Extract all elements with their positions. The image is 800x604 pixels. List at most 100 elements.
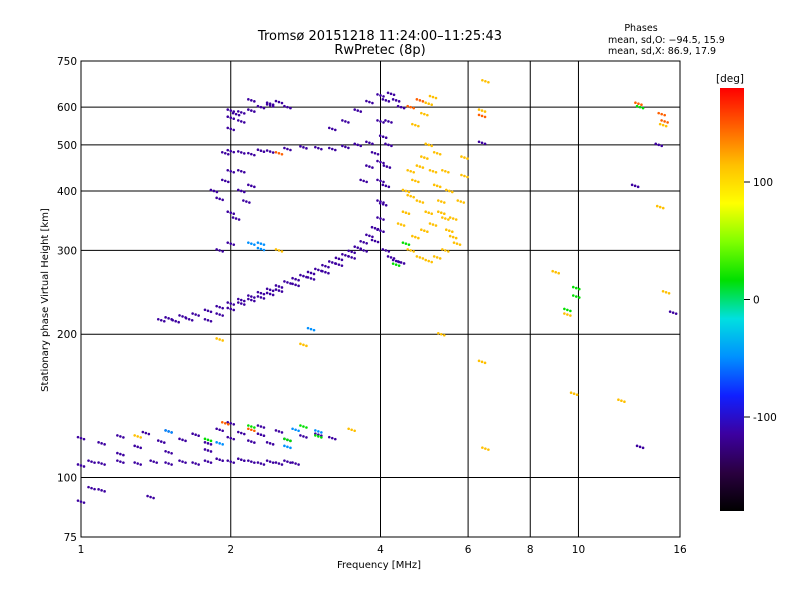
scatter-point [379, 160, 382, 164]
scatter-point [435, 256, 439, 259]
scatter-point [636, 185, 640, 189]
scatter-point [236, 150, 240, 153]
scatter-point [365, 99, 368, 103]
scatter-point [447, 218, 450, 221]
scatter-point [253, 296, 256, 299]
scatter-point [184, 316, 188, 320]
scatter-point [484, 447, 487, 450]
scatter-point [226, 459, 230, 462]
scatter-point [439, 332, 443, 336]
scatter-point [234, 217, 238, 220]
scatter-point [448, 216, 452, 219]
scatter-point [324, 270, 327, 274]
scatter-point [268, 150, 272, 153]
scatter-point [617, 398, 620, 402]
scatter-point [362, 179, 365, 183]
scatter-point [265, 441, 269, 444]
scatter-point [209, 310, 213, 314]
scatter-point [426, 157, 429, 160]
scatter-point [426, 113, 429, 117]
scatter-point [215, 248, 218, 251]
scatter-point [411, 122, 414, 126]
scatter-point [297, 429, 300, 433]
scatter-point [484, 79, 487, 83]
x-tick-label: 16 [673, 544, 687, 556]
scatter-point [353, 429, 356, 433]
scatter-point [432, 183, 436, 187]
scatter-point [337, 263, 341, 266]
scatter-point [664, 290, 668, 294]
scatter-point [265, 149, 269, 152]
scatter-point [221, 443, 224, 446]
scatter-point [373, 226, 377, 230]
colorbar-tick-label: 100 [753, 177, 773, 189]
scatter-point [404, 189, 408, 193]
scatter-point [635, 104, 639, 108]
scatter-point [247, 183, 250, 187]
scatter-point [359, 178, 362, 182]
scatter-point [373, 151, 377, 155]
scatter-point [253, 100, 256, 103]
scatter-point [289, 106, 292, 110]
scatter-point [289, 439, 292, 443]
scatter-point [554, 270, 557, 274]
scatter-point [566, 308, 569, 312]
scatter-point [247, 427, 250, 431]
x-tick-label: 1 [78, 544, 85, 556]
scatter-point [236, 301, 240, 304]
scatter-point [330, 261, 334, 264]
scatter-point [666, 121, 669, 124]
y-axis-label: Stationary phase Virtual Height [km] [40, 208, 51, 392]
scatter-point [280, 101, 284, 105]
scatter-point [286, 460, 289, 463]
y-tick-label: 400 [57, 186, 77, 198]
scatter-point [371, 142, 374, 146]
scatter-point [382, 121, 385, 124]
scatter-point [206, 438, 210, 442]
scatter-point [418, 99, 422, 102]
scatter-point [215, 441, 218, 444]
scatter-point [274, 150, 278, 154]
scatter-point [247, 439, 250, 442]
scatter-point [242, 459, 246, 463]
scatter-point [483, 142, 487, 146]
colorbar [720, 88, 744, 511]
scatter-point [557, 271, 560, 275]
scatter-point [455, 242, 459, 245]
scatter-point [299, 434, 302, 437]
x-axis-label: Frequency [MHz] [337, 560, 421, 571]
scatter-point [444, 249, 447, 252]
scatter-point [320, 431, 323, 434]
scatter-point [423, 156, 426, 159]
scatter-point [116, 459, 119, 462]
scatter-point [221, 250, 224, 253]
scatter-point [76, 435, 80, 439]
scatter-point [221, 459, 224, 463]
scatter-point [384, 249, 388, 252]
y-tick-label: 100 [57, 473, 77, 485]
scatter-point [149, 459, 152, 462]
scatter-point [286, 281, 289, 284]
scatter-point [280, 250, 284, 253]
scatter-point [226, 148, 230, 152]
scatter-point [218, 458, 221, 462]
scatter-point [333, 148, 337, 152]
scatter-point [236, 430, 240, 434]
scatter-point [242, 121, 246, 124]
scatter-point [197, 434, 200, 438]
scatter-point [253, 110, 256, 113]
scatter-point [215, 304, 218, 308]
scatter-point [223, 179, 227, 183]
scatter-point [407, 190, 411, 194]
scatter-point [396, 104, 400, 108]
scatter-point [133, 434, 136, 437]
scatter-point [286, 438, 289, 442]
scatter-point [119, 452, 122, 456]
scatter-point [144, 431, 148, 435]
scatter-point [294, 283, 297, 287]
scatter-point [551, 269, 554, 273]
scatter-point [274, 248, 278, 251]
scatter-point [79, 500, 83, 503]
scatter-point [159, 318, 163, 322]
scatter-point [268, 460, 272, 463]
